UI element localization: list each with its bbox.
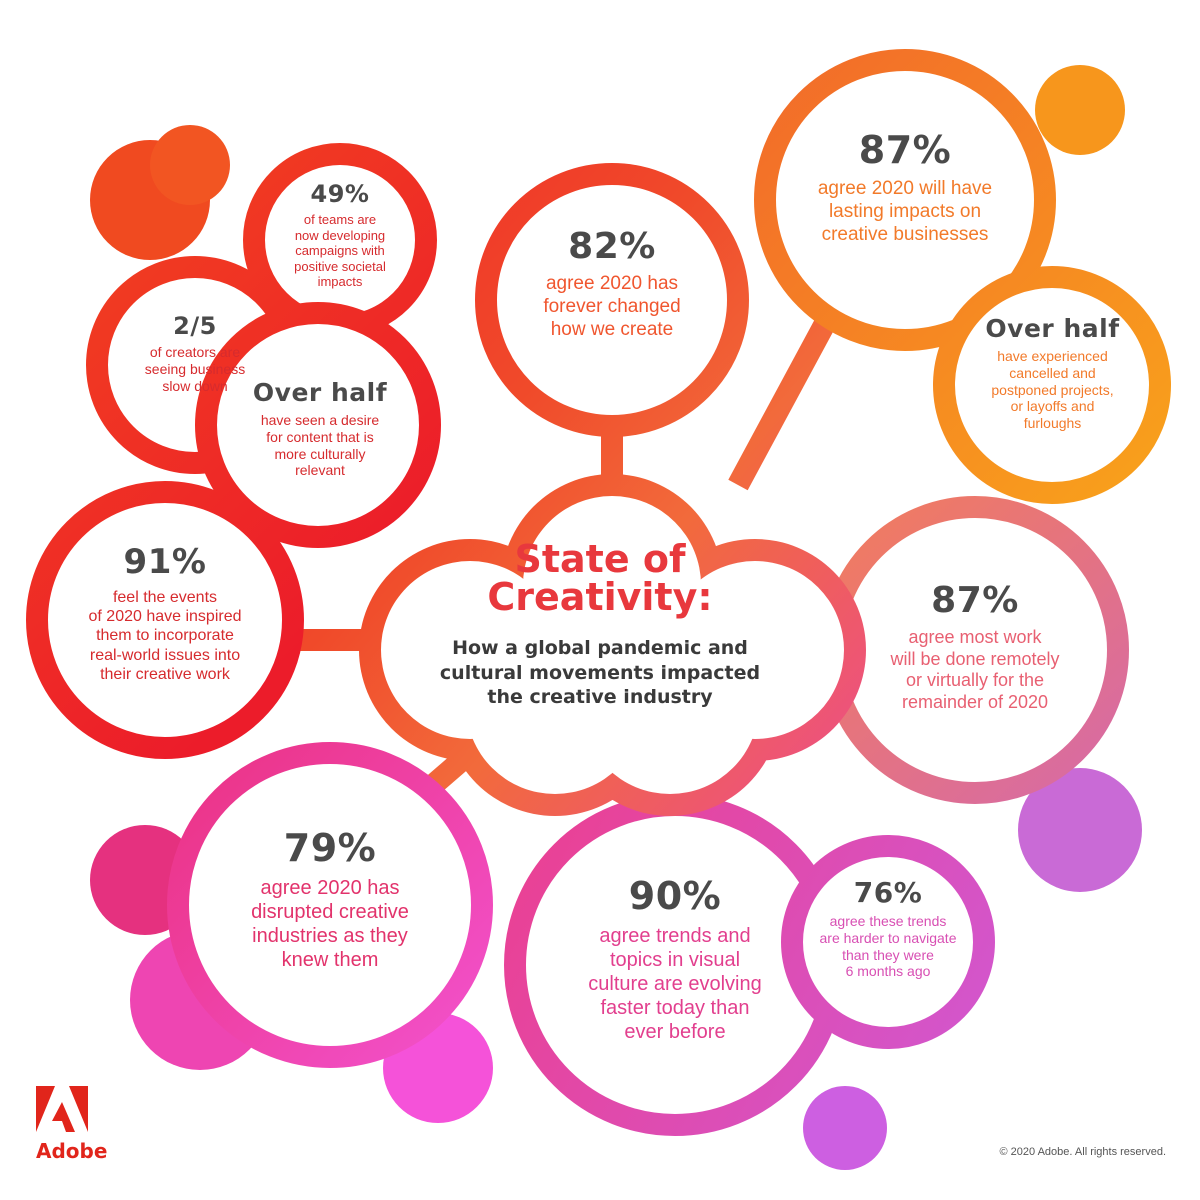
decorative-dot	[150, 125, 230, 205]
stat-value: 91%	[123, 542, 207, 582]
bubble-79	[167, 742, 493, 1068]
brand-name: Adobe	[36, 1139, 108, 1163]
stat-79: 79% agree 2020 has disrupted creative in…	[220, 826, 440, 972]
stat-text: of creators are seeing business slow dow…	[144, 344, 246, 394]
bubble-87-lasting	[754, 49, 1056, 351]
stat-49: 49% of teams are now developing campaign…	[268, 180, 412, 290]
stat-value: Over half	[252, 378, 388, 407]
adobe-logo: Adobe	[36, 1086, 108, 1163]
stat-value: 79%	[283, 826, 377, 870]
stat-2-5: 2/5 of creators are seeing business slow…	[120, 312, 270, 394]
adobe-logo-icon	[36, 1086, 88, 1132]
stat-value: 76%	[853, 876, 923, 909]
decorative-dot	[803, 1086, 887, 1170]
copyright-text: © 2020 Adobe. All rights reserved.	[999, 1146, 1166, 1158]
stat-value: 2/5	[173, 312, 217, 340]
stat-text: agree 2020 will have lasting impacts on …	[817, 178, 993, 245]
page-subtitle: How a global pandemic and cultural movem…	[439, 637, 761, 709]
stat-text: agree 2020 has forever changed how we cr…	[543, 273, 681, 340]
stat-value: 49%	[310, 180, 370, 208]
stat-over-half-cancel: Over half have experienced cancelled and…	[970, 314, 1135, 432]
stat-value: 87%	[931, 580, 1019, 621]
stat-text: have seen a desire for content that is m…	[260, 412, 380, 479]
stat-value: 90%	[628, 874, 722, 918]
decorative-dot	[1035, 65, 1125, 155]
bubble-82	[475, 163, 749, 437]
stat-text: agree these trends are harder to navigat…	[819, 913, 957, 980]
stat-82: 82% agree 2020 has forever changed how w…	[512, 226, 712, 341]
stat-text: of teams are now developing campaigns wi…	[294, 212, 386, 290]
stat-text: agree most work will be done remotely or…	[890, 627, 1060, 712]
decorative-dot	[1018, 768, 1142, 892]
stat-text: agree trends and topics in visual cultur…	[588, 925, 762, 1043]
stat-87-remote: 87% agree most work will be done remotel…	[860, 580, 1090, 713]
stat-91: 91% feel the events of 2020 have inspire…	[70, 542, 260, 684]
bubble-over-half-cancel	[933, 266, 1171, 504]
stat-value: Over half	[985, 314, 1120, 343]
stat-87-lasting: 87% agree 2020 will have lasting impacts…	[785, 128, 1025, 246]
stat-text: have experienced cancelled and postponed…	[991, 348, 1114, 432]
stat-text: agree 2020 has disrupted creative indust…	[251, 877, 409, 971]
bubble-91	[26, 481, 304, 759]
stat-90: 90% agree trends and topics in visual cu…	[555, 874, 795, 1044]
center-cloud	[359, 474, 866, 816]
stat-76: 76% agree these trends are harder to nav…	[808, 876, 968, 980]
stat-value: 82%	[568, 226, 656, 267]
stat-over-half-culture: Over half have seen a desire for content…	[235, 378, 405, 479]
stat-text: feel the events of 2020 have inspired th…	[88, 589, 242, 683]
bubble-76	[781, 835, 995, 1049]
bubble-over-half-culture	[195, 302, 441, 548]
page-title: State of Creativity:	[487, 537, 713, 619]
stat-value: 87%	[858, 128, 952, 172]
